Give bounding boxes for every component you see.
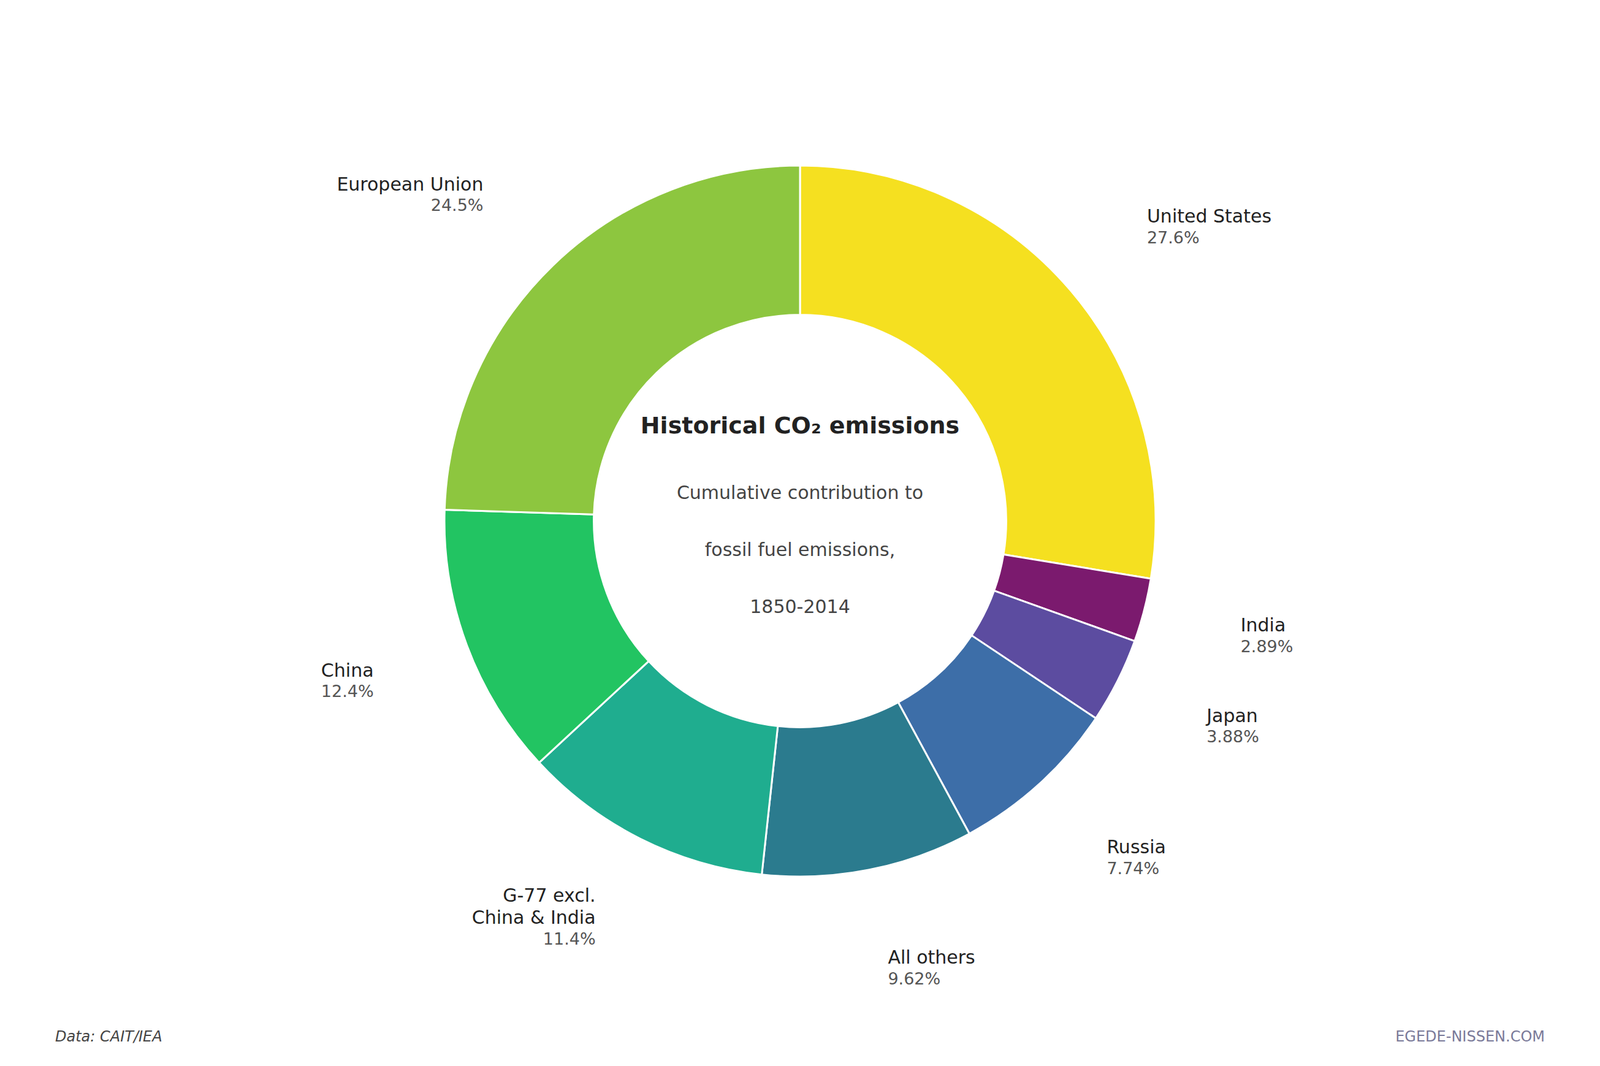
slice-label: Russia	[1106, 836, 1166, 858]
chart: United States27.6% India2.89% Japan3.88% Ru…	[0, 0, 1600, 1066]
footer-right: EGEDE-NISSEN.COM	[1395, 1028, 1545, 1046]
slice	[761, 702, 970, 877]
data-label: 27.6%	[1146, 228, 1200, 248]
slice-label: All others	[887, 946, 975, 968]
slice-label: Japan	[1205, 704, 1258, 727]
center-text: Historical CO₂ emissions Cumulative contr…	[640, 411, 960, 618]
slice-label: India	[1240, 614, 1287, 636]
slice	[800, 165, 1156, 579]
title: Historical CO₂ emissions	[640, 411, 960, 439]
data-label: 7.74%	[1106, 858, 1160, 878]
data-label: 12.4%	[321, 681, 374, 701]
footer-left: Data: CAIT/IEA	[55, 1028, 163, 1046]
data-label: 24.5%	[430, 195, 484, 215]
slice-label: China	[321, 659, 374, 682]
subtitle: Cumulative contribution tofossil fuel em…	[676, 481, 924, 618]
labels: United States27.6% India2.89% Japan3.88% Ru…	[321, 173, 1294, 989]
slice-label: European Union	[336, 173, 484, 195]
data-label: 11.4%	[543, 929, 596, 949]
data-label: 3.88%	[1206, 727, 1260, 747]
slice	[444, 510, 649, 764]
slice	[444, 165, 800, 515]
data-label: 9.62%	[887, 969, 941, 989]
donut	[444, 165, 1156, 877]
slice-label: G-77 excl.China & India	[472, 884, 596, 929]
slice-label: United States	[1146, 205, 1272, 227]
data-label: 2.89%	[1240, 636, 1294, 656]
